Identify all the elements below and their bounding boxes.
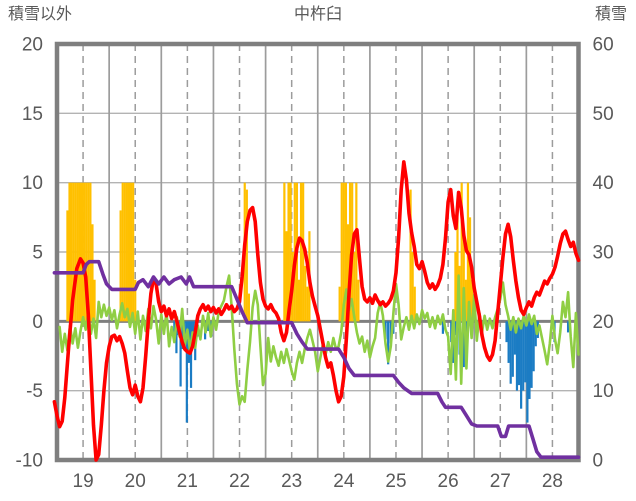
left-axis-tick-label: 10 bbox=[22, 173, 43, 194]
x-axis-tick-label: 24 bbox=[333, 471, 355, 492]
x-axis-tick-label: 19 bbox=[73, 471, 94, 492]
x-axis-tick-label: 25 bbox=[385, 471, 406, 492]
x-axis-tick-label: 27 bbox=[490, 471, 511, 492]
right-axis-title: 積雪 bbox=[594, 6, 627, 23]
left-axis-tick-label: 15 bbox=[22, 104, 43, 125]
x-axis-tick-label: 22 bbox=[229, 471, 250, 492]
x-axis-tick-label: 28 bbox=[542, 471, 563, 492]
right-axis-tick-label: 50 bbox=[593, 104, 614, 125]
x-axis-tick-label: 21 bbox=[177, 471, 198, 492]
right-axis-tick-label: 60 bbox=[593, 35, 614, 56]
right-axis-tick-label: 0 bbox=[593, 451, 604, 472]
left-axis-tick-label: 20 bbox=[22, 35, 43, 56]
x-axis-tick-label: 23 bbox=[281, 471, 302, 492]
right-axis-tick-label: 30 bbox=[593, 243, 614, 264]
x-axis-tick-label: 20 bbox=[125, 471, 146, 492]
right-axis-tick-label: 20 bbox=[593, 312, 614, 333]
right-axis-tick-label: 40 bbox=[593, 173, 614, 194]
left-axis-tick-label: -10 bbox=[16, 451, 43, 472]
left-axis-tick-label: -5 bbox=[26, 381, 43, 402]
left-axis-tick-label: 0 bbox=[32, 312, 43, 333]
x-axis-tick-label: 26 bbox=[438, 471, 459, 492]
chart-title: 中杵臼 bbox=[293, 6, 342, 23]
right-axis-tick-label: 10 bbox=[593, 381, 614, 402]
left-axis-tick-label: 5 bbox=[32, 243, 43, 264]
left-axis-title: 積雪以外 bbox=[8, 6, 73, 23]
